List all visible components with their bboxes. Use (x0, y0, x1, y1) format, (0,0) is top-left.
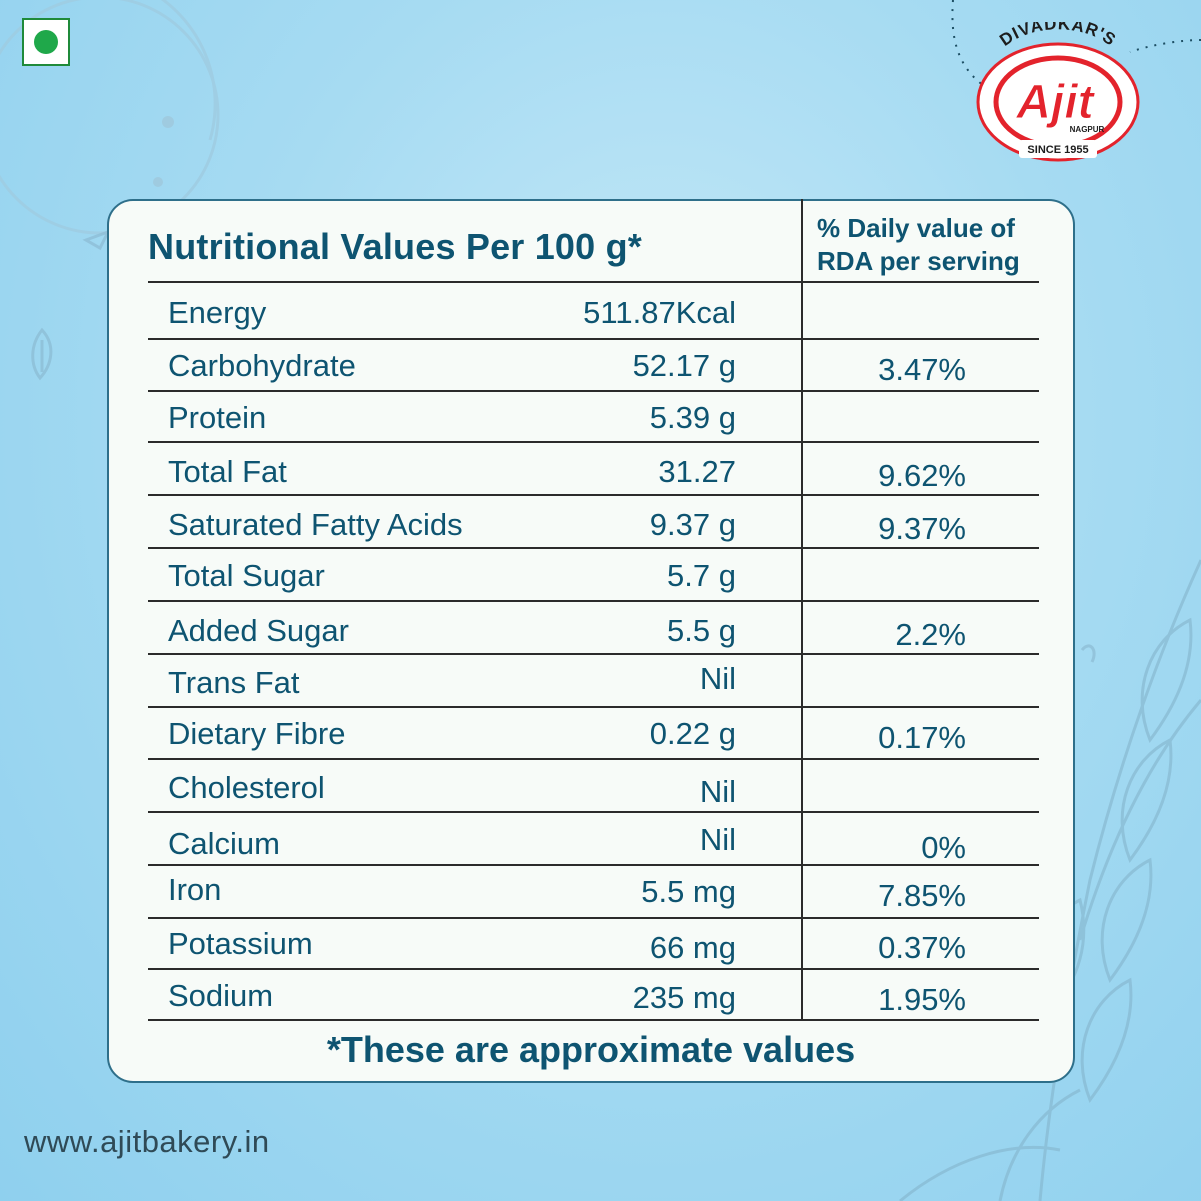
nutrient-rda: 1.95% (878, 982, 966, 1017)
rda-header-line-2: RDA per serving (817, 246, 1020, 276)
table-row: Iron 5.5 mg 7.85% (148, 866, 1039, 918)
nutrient-name: Added Sugar (168, 613, 349, 648)
column-divider (801, 199, 803, 1020)
row-divider (148, 600, 1039, 602)
nutrient-amount: 0.22 g (649, 716, 736, 751)
header-divider (148, 281, 1039, 283)
nutrient-rda: 0.37% (878, 930, 966, 965)
nutrient-name: Saturated Fatty Acids (168, 507, 463, 542)
table-row: Carbohydrate 52.17 g 3.47% (148, 340, 1039, 392)
nutrient-rda: 3.47% (878, 352, 966, 387)
table-row: Trans Fat Nil (148, 657, 1039, 709)
nutrient-rda: 2.2% (895, 617, 966, 652)
row-divider (148, 390, 1039, 392)
nutrient-rda: 0% (921, 830, 966, 865)
row-divider (148, 494, 1039, 496)
table-row: Total Fat 31.27 9.62% (148, 446, 1039, 498)
row-divider (148, 811, 1039, 813)
nutrition-card (107, 199, 1075, 1083)
nutrient-name: Potassium (168, 926, 313, 961)
row-divider (148, 758, 1039, 760)
nutrient-name: Dietary Fibre (168, 716, 346, 751)
nutrient-amount: 52.17 g (632, 348, 736, 383)
row-divider (148, 441, 1039, 443)
nutrient-name: Total Fat (168, 454, 287, 489)
row-divider (148, 864, 1039, 866)
table-row: Potassium 66 mg 0.37% (148, 918, 1039, 970)
nutrient-amount: 5.5 g (667, 613, 736, 648)
nutrient-amount: 5.5 mg (641, 874, 736, 909)
nutrient-name: Cholesterol (168, 770, 325, 805)
brand-name: Ajit (1015, 76, 1095, 129)
nutrient-rda: 9.37% (878, 511, 966, 546)
nutrient-name: Total Sugar (168, 558, 325, 593)
brand-since: SINCE 1955 (1027, 144, 1088, 156)
table-row: Total Sugar 5.7 g (148, 550, 1039, 602)
veg-symbol-icon (22, 18, 70, 66)
table-row: Calcium Nil 0% (148, 818, 1039, 870)
nutrient-name: Protein (168, 400, 267, 435)
nutrient-name: Trans Fat (168, 665, 300, 700)
nutrient-amount: 511.87Kcal (583, 295, 736, 330)
nutrient-rda: 9.62% (878, 458, 966, 493)
row-divider (148, 547, 1039, 549)
nutrient-amount: 235 mg (632, 980, 736, 1015)
brand-city: NAGPUR (1070, 125, 1105, 134)
table-row: Sodium 235 mg 1.95% (148, 970, 1039, 1022)
nutrient-amount: Nil (699, 822, 736, 857)
website-link[interactable]: www.ajitbakery.in (24, 1124, 270, 1159)
veg-dot (34, 30, 58, 54)
table-title: Nutritional Values Per 100 g* (148, 226, 642, 267)
brand-logo: DIVADKAR'S Ajit NAGPUR SINCE 1955 (976, 22, 1140, 162)
table-bottom-divider (148, 1019, 1039, 1021)
row-divider (148, 338, 1039, 340)
nutrient-amount: 9.37 g (649, 507, 736, 542)
table-row: Energy 511.87Kcal (148, 287, 1039, 339)
table-row: Dietary Fibre 0.22 g 0.17% (148, 708, 1039, 760)
nutrient-name: Sodium (168, 978, 274, 1013)
nutrient-rda: 0.17% (878, 720, 966, 755)
row-divider (148, 917, 1039, 919)
nutrient-rda: 7.85% (878, 878, 966, 913)
rda-column-header: % Daily value of RDA per serving (817, 212, 1037, 278)
row-divider (148, 968, 1039, 970)
row-divider (148, 653, 1039, 655)
table-row: Added Sugar 5.5 g 2.2% (148, 605, 1039, 657)
nutrient-amount: 5.7 g (667, 558, 736, 593)
table-row: Saturated Fatty Acids 9.37 g 9.37% (148, 499, 1039, 551)
nutrient-name: Carbohydrate (168, 348, 356, 383)
nutrient-amount: Nil (699, 661, 736, 696)
table-row: Cholesterol Nil (148, 762, 1039, 814)
nutrient-amount: Nil (699, 774, 736, 809)
nutrient-name: Calcium (168, 826, 280, 861)
table-row: Protein 5.39 g (148, 392, 1039, 444)
nutrient-amount: 66 mg (649, 930, 736, 965)
nutrient-name: Energy (168, 295, 267, 330)
nutrient-amount: 5.39 g (649, 400, 736, 435)
nutrient-amount: 31.27 (658, 454, 736, 489)
row-divider (148, 706, 1039, 708)
footnote: *These are approximate values (326, 1029, 856, 1070)
nutrient-name: Iron (168, 872, 222, 907)
rda-header-line-1: % Daily value of (817, 213, 1015, 243)
